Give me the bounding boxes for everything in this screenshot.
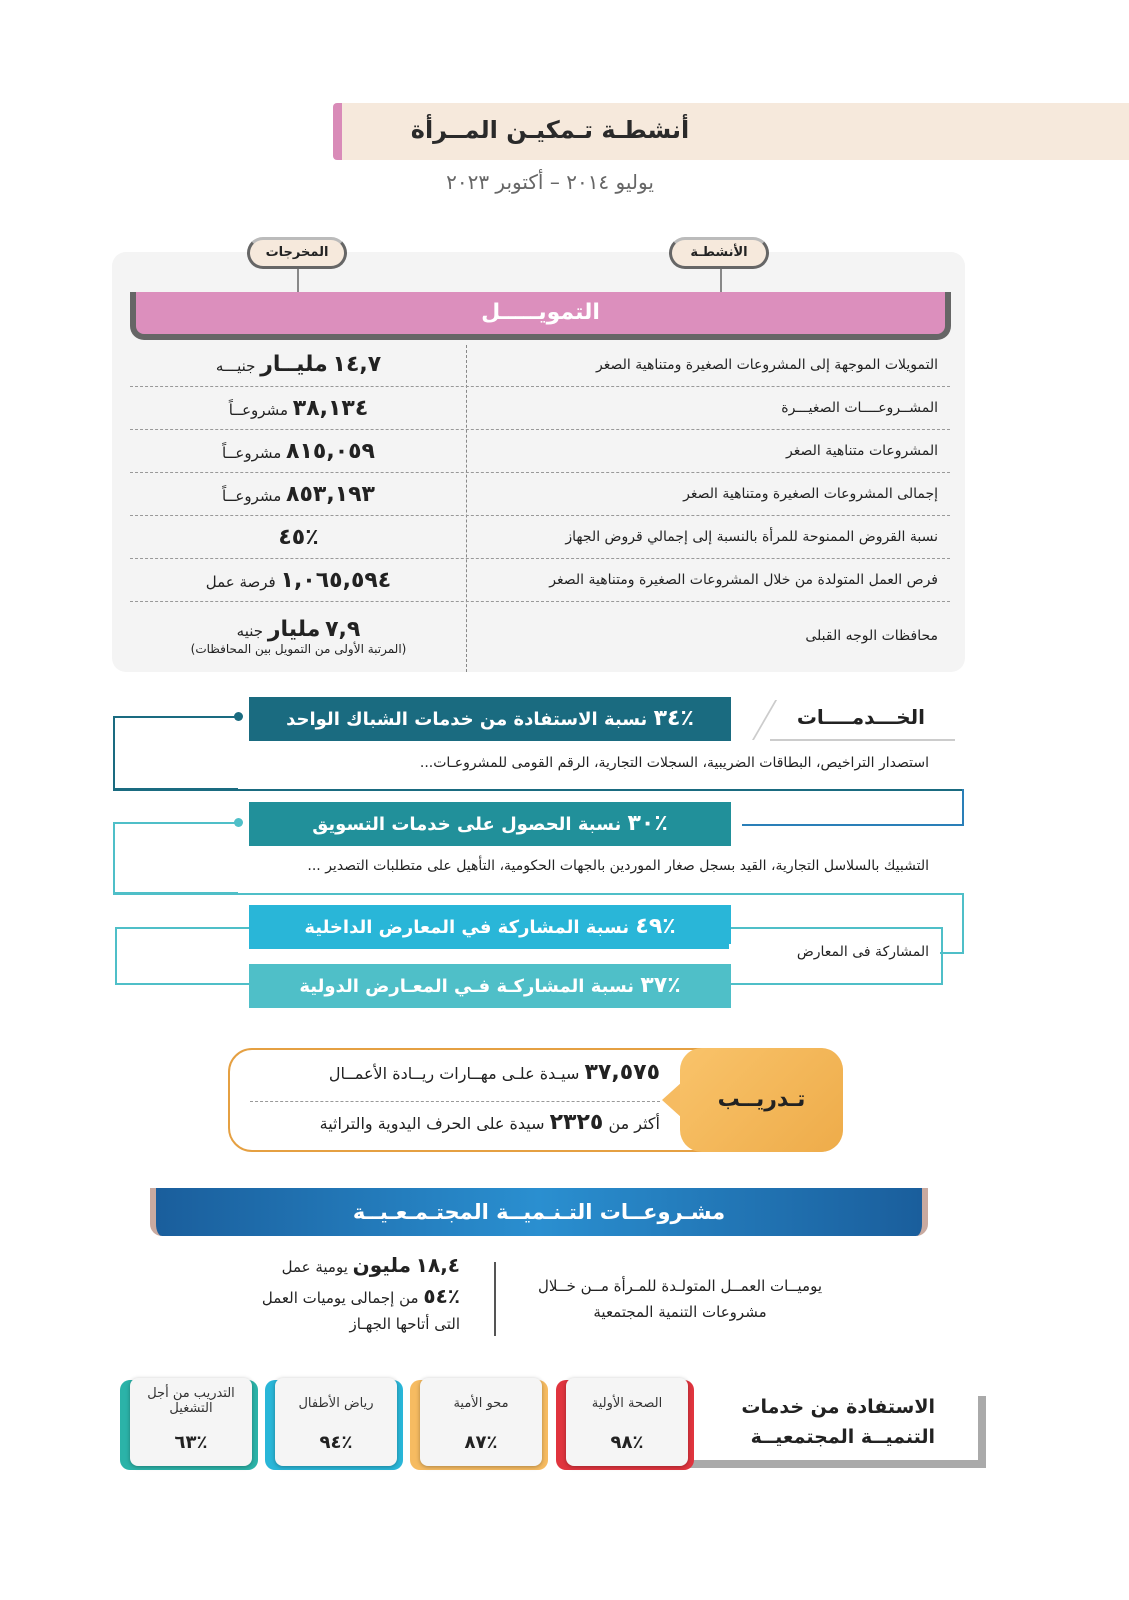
- training-arrow: [662, 1082, 682, 1118]
- dot-icon: [234, 712, 243, 721]
- title-banner: [333, 103, 1129, 160]
- card-value: ٪٩٤: [319, 1432, 353, 1453]
- row-value: ٨٥٣,١٩٣ مشروعــاً: [222, 481, 375, 507]
- row-value: ٧,٩ مليار جنيه (المرتبة الأولى من التموي…: [130, 617, 467, 656]
- page-subtitle: يوليو ٢٠١٤ – أكتوبر ٢٠٢٣: [446, 170, 654, 194]
- column-divider: [466, 345, 467, 672]
- page-title: أنشطـة تـمكيـن المــرأة: [410, 116, 690, 144]
- funding-row: ١٤,٧ مليــار جنيـــه التمويلات الموجهة إ…: [130, 343, 950, 387]
- funding-row: ٧,٩ مليار جنيه (المرتبة الأولى من التموي…: [130, 602, 950, 670]
- row-label: التمويلات الموجهة إلى المشروعات الصغيرة …: [596, 356, 938, 373]
- connector-line: [940, 952, 964, 954]
- funding-row: ٨١٥,٠٥٩ مشروعــاً المشروعات متناهية الصغ…: [130, 430, 950, 473]
- community-stat-2: ٪٥٤ من إجمالى يوميات العمل التى أتاحها ا…: [261, 1284, 460, 1333]
- row-value: ١٤,٧ مليــار جنيـــه: [215, 352, 382, 377]
- activities-stem: [720, 266, 722, 294]
- row-label: محافظات الوجه القبلى: [805, 628, 938, 644]
- connector-line: [113, 789, 964, 791]
- outputs-stem: [297, 266, 299, 294]
- training-line-1: ٣٧,٥٧٥ سيـدة علـى مهــارات ريــادة الأعم…: [328, 1060, 660, 1085]
- connector-line: [725, 927, 943, 985]
- row-value: ١,٠٦٥,٥٩٤ فرصة عمل: [205, 567, 392, 593]
- one-stop-desc: استصدار التراخيص، البطاقات الضريبية، الس…: [419, 755, 929, 771]
- domestic-exhibitions-bar: ٪٤٩ نسبة المشاركة في المعارض الداخلية: [249, 905, 731, 949]
- benefit-frame: [690, 1396, 986, 1468]
- funding-header: التمويـــــل: [130, 292, 951, 340]
- card-value: ٪٩٨: [610, 1432, 644, 1453]
- row-value: ٣٨,١٣٤ مشروعــاً: [228, 395, 369, 421]
- connector-line: [113, 893, 964, 953]
- training-line-2: أكثر من ٢٣٢٥ سيدة على الحرف اليدوية والت…: [319, 1110, 660, 1135]
- funding-row: ٪٤٥ نسبة القروض الممنوحة للمرأة بالنسبة …: [130, 516, 950, 559]
- connector-line: [742, 789, 964, 826]
- community-desc: يوميــات العمــل المتولـدة للمـرأة مــن …: [537, 1277, 823, 1321]
- row-label: نسبة القروض الممنوحة للمرأة بالنسبة إلى …: [565, 529, 938, 545]
- services-heading: الخـــدمــــات: [770, 697, 955, 741]
- outputs-tag: المخرجات: [247, 237, 347, 269]
- community-banner: مشـروعــات التـنـميــة المجتـمـعـيــة: [150, 1188, 928, 1236]
- training-label: تـدريــب: [680, 1048, 843, 1152]
- training-divider: [250, 1101, 660, 1102]
- card-primary-health: الصحة الأولية ٪٩٨: [566, 1378, 688, 1466]
- community-divider: [494, 1262, 496, 1336]
- one-stop-shop-bar: ٪٣٤ نسبة الاستفادة من خدمات الشباك الواح…: [249, 697, 731, 741]
- funding-row: ١,٠٦٥,٥٩٤ فرصة عمل فرص العمل المتولدة من…: [130, 559, 950, 602]
- row-value: ٪٤٥: [278, 524, 319, 550]
- connector-line: [113, 716, 238, 790]
- card-literacy: محو الأمية ٪٨٧: [420, 1378, 542, 1466]
- card-value: ٪٨٧: [464, 1432, 498, 1453]
- community-stat-1: ١٨,٤ مليون يومية عمل: [281, 1253, 460, 1277]
- exhibitions-label: المشاركة فى المعارض: [729, 944, 929, 960]
- marketing-desc: التشبيك بالسلاسل التجارية، القيد بسجل صغ…: [307, 858, 929, 874]
- benefit-title: الاستفادة من خدمات التنميــة المجتمعيــة: [700, 1392, 935, 1452]
- activities-tag: الأنشطـة: [669, 237, 769, 269]
- row-label: المشروعات متناهية الصغر: [785, 443, 938, 459]
- card-label: الصحة الأولية: [591, 1396, 663, 1411]
- row-note: (المرتبة الأولى من التمويل بين المحافظات…: [190, 641, 407, 656]
- funding-row: ٣٨,١٣٤ مشروعــاً المشــروعــــات الصغيــ…: [130, 387, 950, 430]
- card-label: محو الأمية: [453, 1396, 509, 1411]
- card-employment-training: التدريب من أجل التشغيل ٪٦٣: [130, 1378, 252, 1466]
- international-exhibitions-bar: ٪٣٧ نسبة المشاركـة فـي المعـارض الدولية: [249, 964, 731, 1008]
- connector-line: [115, 927, 255, 985]
- row-label: المشــروعــــات الصغيـــرة: [781, 400, 938, 416]
- card-kindergarten: رياض الأطفال ٪٩٤: [275, 1378, 397, 1466]
- card-value: ٪٦٣: [174, 1432, 208, 1453]
- marketing-bar: ٪٣٠ نسبة الحصول على خدمات التسويق: [249, 802, 731, 846]
- card-label: رياض الأطفال: [298, 1396, 374, 1411]
- card-label: التدريب من أجل التشغيل: [147, 1386, 235, 1416]
- row-label: إجمالى المشروعات الصغيرة ومتناهية الصغر: [683, 486, 938, 502]
- row-value: ٨١٥,٠٥٩ مشروعــاً: [222, 438, 375, 464]
- row-label: فرص العمل المتولدة من خلال المشروعات الص…: [549, 572, 938, 588]
- dot-icon: [234, 818, 243, 827]
- funding-row: ٨٥٣,١٩٣ مشروعــاً إجمالى المشروعات الصغي…: [130, 473, 950, 516]
